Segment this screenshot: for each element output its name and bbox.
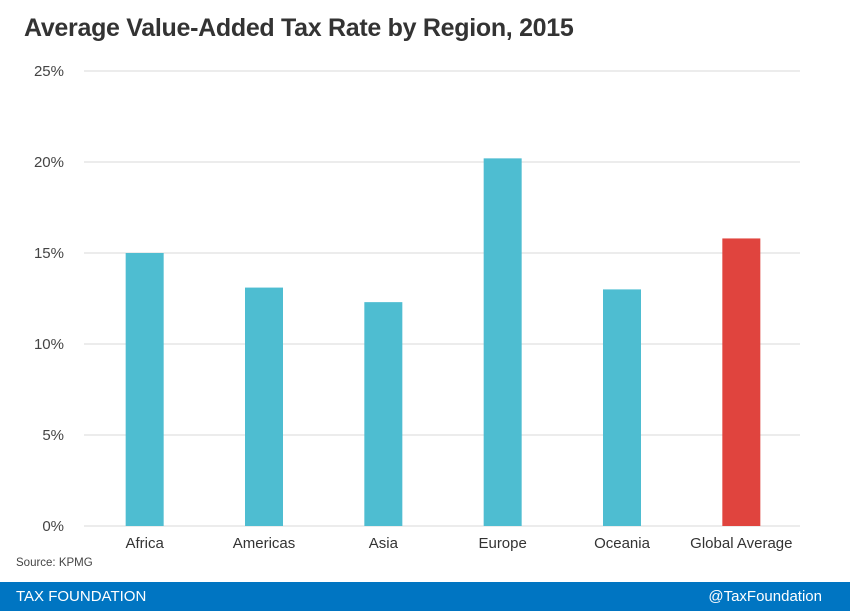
gridlines — [84, 70, 800, 527]
x-axis-category-labels: Africa Americas Asia Europe Oceania Global Av… — [125, 535, 792, 552]
x-category-label: Africa — [125, 535, 164, 552]
y-tick-label: 10% — [34, 336, 64, 353]
y-tick-label: 5% — [42, 427, 64, 444]
bar-asia — [364, 302, 403, 526]
bar-chart: 0% 5% 10% 15% 20% 25% Africa Americas Asia Europ… — [34, 63, 800, 552]
y-tick-label: 25% — [34, 63, 64, 80]
y-axis-tick-labels: 0% 5% 10% 15% 20% 25% — [34, 63, 64, 535]
x-category-label: Americas — [233, 535, 296, 552]
bar-europe — [483, 158, 522, 527]
footer-handle: @TaxFoundation — [708, 588, 822, 605]
bars — [125, 158, 761, 527]
y-tick-label: 0% — [42, 518, 64, 535]
footer-bar: TAX FOUNDATION @TaxFoundation — [0, 582, 850, 611]
footer-brand: TAX FOUNDATION — [16, 588, 147, 605]
x-category-label: Europe — [478, 535, 526, 552]
x-category-label: Global Average — [690, 535, 792, 552]
bar-global-average — [722, 238, 761, 526]
y-tick-label: 15% — [34, 245, 64, 262]
bar-africa — [125, 253, 164, 526]
source-note: Source: KPMG — [16, 557, 93, 569]
x-category-label: Oceania — [594, 535, 651, 552]
chart-title: Average Value-Added Tax Rate by Region, … — [24, 14, 574, 42]
x-category-label: Asia — [369, 535, 399, 552]
y-tick-label: 20% — [34, 154, 64, 171]
bar-oceania — [603, 289, 641, 526]
bar-americas — [245, 287, 283, 526]
